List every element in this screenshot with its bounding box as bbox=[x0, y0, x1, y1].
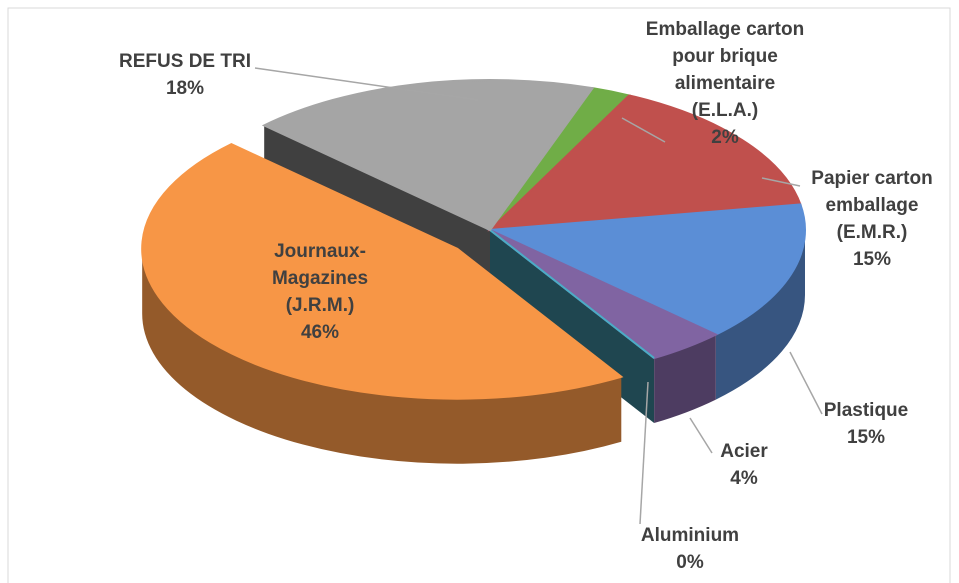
leader-line bbox=[761, 177, 801, 187]
label-value: 15% bbox=[852, 249, 892, 270]
slice bbox=[486, 203, 806, 336]
label-name: Plastique bbox=[823, 400, 909, 421]
label-name: Emballage carton pour brique alimentaire… bbox=[645, 19, 805, 121]
leader-line bbox=[254, 67, 479, 101]
slice bbox=[487, 94, 802, 232]
data-label: Papier carton emballage (E.M.R.) 15% bbox=[797, 165, 947, 273]
data-label: REFUS DE TRI 18% bbox=[85, 48, 285, 102]
data-label: Emballage carton pour brique alimentaire… bbox=[640, 16, 810, 151]
data-label: Acier 4% bbox=[699, 438, 789, 492]
label-value: 15% bbox=[846, 427, 886, 448]
leader-line bbox=[621, 117, 666, 143]
label-value: 18% bbox=[165, 78, 205, 99]
label-name: Acier bbox=[720, 441, 768, 462]
leader-line bbox=[639, 381, 649, 525]
label-value: 0% bbox=[676, 552, 704, 573]
frame bbox=[7, 7, 951, 583]
label-name: Papier carton emballage (E.M.R.) bbox=[811, 168, 933, 243]
leader-line bbox=[689, 417, 713, 454]
slice bbox=[141, 143, 624, 400]
label-value: 46% bbox=[300, 322, 340, 343]
label-name: Aluminium bbox=[640, 525, 740, 546]
slice-side bbox=[715, 230, 806, 400]
label-name: Journaux-Magazines (J.R.M.) bbox=[271, 241, 369, 316]
slice-side bbox=[654, 334, 716, 424]
slice bbox=[489, 229, 719, 360]
label-name: REFUS DE TRI bbox=[119, 51, 251, 72]
label-value: 2% bbox=[711, 127, 739, 148]
slice-side bbox=[142, 248, 622, 464]
data-label: Aluminium 0% bbox=[615, 522, 765, 576]
label-value: 4% bbox=[730, 468, 758, 489]
data-label: Plastique 15% bbox=[801, 397, 931, 451]
leader-line bbox=[789, 351, 823, 415]
data-label: Journaux-Magazines (J.R.M.) 46% bbox=[245, 238, 395, 346]
slice bbox=[261, 79, 595, 232]
